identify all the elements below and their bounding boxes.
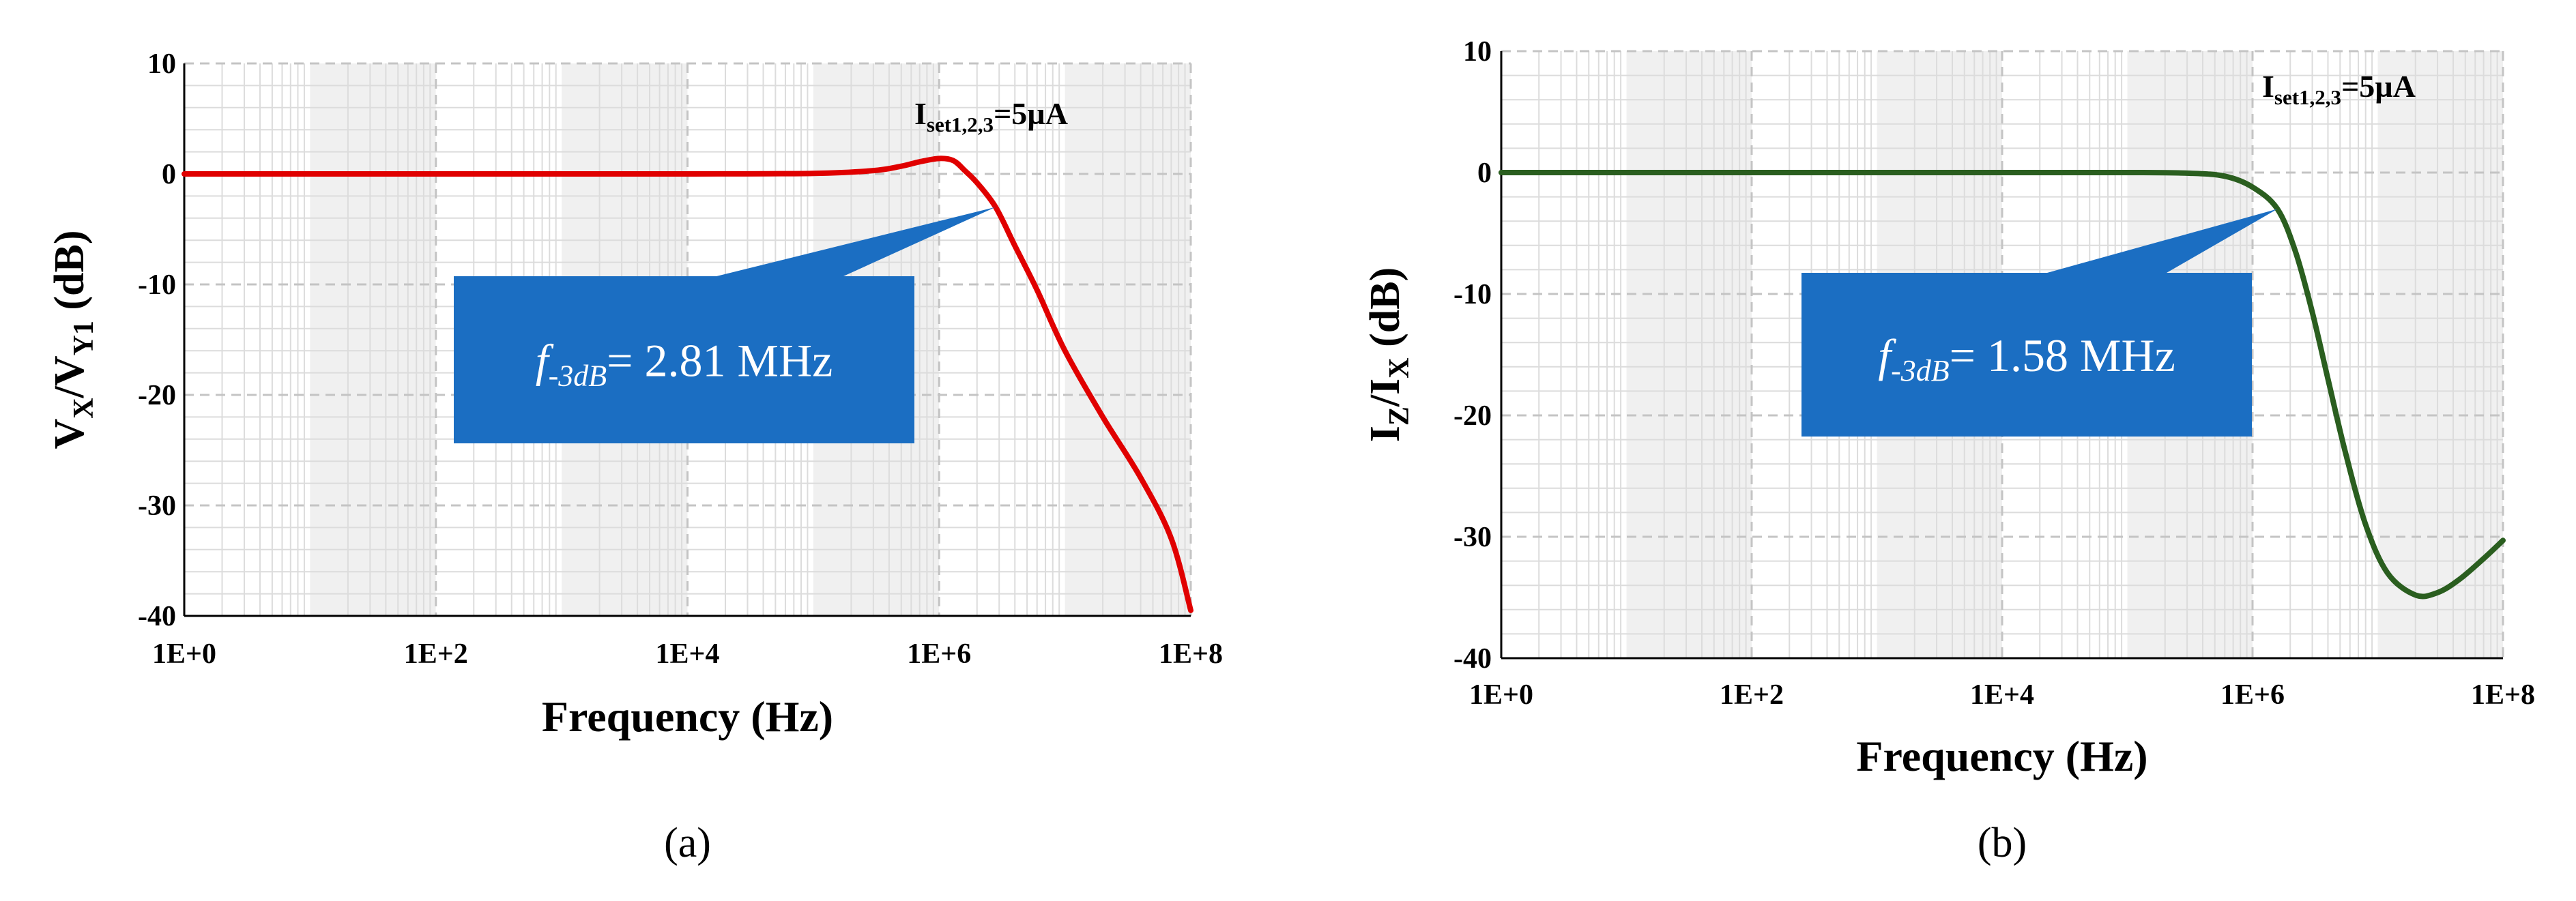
y-tick-label: -30 bbox=[138, 490, 176, 522]
panel-label: (a) bbox=[664, 820, 711, 866]
chart-panel-b: 10 0 -10 -20 -30 -40 1E+0 1E+2 1E+4 1E+6 1E+8 Frequ… bbox=[1362, 36, 2535, 866]
plot-band bbox=[1065, 63, 1191, 616]
y-tick-label: -20 bbox=[1453, 400, 1492, 432]
y-axis-title-part: (dB) bbox=[46, 230, 93, 321]
x-tick-label: 1E+4 bbox=[1970, 679, 2034, 711]
iset-annotation-main: I bbox=[2262, 69, 2274, 104]
series-line bbox=[182, 156, 1193, 613]
y-axis-title-subscript: X bbox=[68, 398, 100, 418]
panel-label: (b) bbox=[1978, 820, 2027, 866]
cutoff-frequency-value: = 2.81 MHz bbox=[607, 335, 833, 387]
iset-annotation-value: =5µA bbox=[2341, 69, 2416, 104]
iset-annotation: Iset1,2,3=5µA bbox=[2262, 69, 2416, 109]
x-tick-label: 1E+2 bbox=[1720, 679, 1784, 711]
x-axis-title: Frequency (Hz) bbox=[542, 692, 833, 741]
y-axis-title-part: /V bbox=[46, 355, 93, 398]
y-tick-label: -30 bbox=[1453, 522, 1492, 553]
y-tick-label: 10 bbox=[1463, 36, 1492, 68]
y-tick-label: -20 bbox=[138, 380, 176, 411]
y-axis-title-subscript: Y1 bbox=[68, 321, 100, 355]
iset-annotation-main: I bbox=[914, 96, 927, 131]
callout-pointer bbox=[717, 207, 996, 276]
y-tick-label: 10 bbox=[147, 48, 176, 80]
y-axis-title-subscript: Z bbox=[1384, 407, 1415, 426]
cutoff-frequency-subscript: -3dB bbox=[549, 359, 607, 393]
x-tick-label: 1E+6 bbox=[907, 638, 971, 670]
y-axis-title-part: V bbox=[46, 419, 93, 449]
x-axis-title: Frequency (Hz) bbox=[1856, 732, 2147, 780]
x-tick-label: 1E+4 bbox=[656, 638, 720, 670]
y-tick-label: -40 bbox=[1453, 643, 1492, 675]
y-tick-label: -40 bbox=[138, 601, 176, 632]
x-tick-label: 1E+8 bbox=[2471, 679, 2535, 711]
plot-band bbox=[1501, 51, 1627, 658]
callout-pointer bbox=[2047, 209, 2278, 273]
callout-box bbox=[1801, 273, 2252, 437]
y-axis-title: VX/VY1 (dB) bbox=[46, 230, 100, 449]
x-tick-label: 1E+0 bbox=[152, 638, 216, 670]
y-axis-title: IZ/IX (dB) bbox=[1362, 267, 1415, 443]
iset-annotation: Iset1,2,3=5µA bbox=[914, 96, 1068, 136]
iset-annotation-value: =5µA bbox=[994, 96, 1068, 131]
cutoff-frequency-value: = 1.58 MHz bbox=[1950, 329, 2175, 381]
x-tick-label: 1E+0 bbox=[1469, 679, 1533, 711]
y-tick-label: 0 bbox=[162, 159, 176, 190]
y-axis-title-part: /I bbox=[1362, 379, 1408, 407]
y-axis-title-part: (dB) bbox=[1362, 267, 1408, 358]
plot-band bbox=[1626, 51, 1752, 658]
x-tick-label: 1E+8 bbox=[1159, 638, 1223, 670]
x-tick-label: 1E+6 bbox=[2220, 679, 2285, 711]
plot-band bbox=[184, 63, 310, 616]
y-tick-label: -10 bbox=[138, 269, 176, 301]
chart-panel-a: 10 0 -10 -20 -30 -40 1E+0 1E+2 1E+4 1E+6 1E+8 Frequ… bbox=[46, 48, 1223, 866]
callout-box bbox=[454, 276, 914, 443]
y-axis-title-subscript: X bbox=[1384, 357, 1415, 378]
plot-band bbox=[2253, 51, 2378, 658]
y-tick-label: -10 bbox=[1453, 279, 1492, 310]
series-line bbox=[1499, 169, 2506, 600]
y-axis-title-part: I bbox=[1362, 426, 1408, 442]
y-tick-label: 0 bbox=[1477, 158, 1492, 189]
iset-annotation-subscript: set1,2,3 bbox=[2274, 85, 2341, 109]
x-tick-label: 1E+2 bbox=[404, 638, 468, 670]
plot-band bbox=[939, 63, 1065, 616]
iset-annotation-subscript: set1,2,3 bbox=[927, 113, 994, 136]
plot-band bbox=[310, 63, 436, 616]
cutoff-frequency-subscript: -3dB bbox=[1891, 354, 1950, 387]
